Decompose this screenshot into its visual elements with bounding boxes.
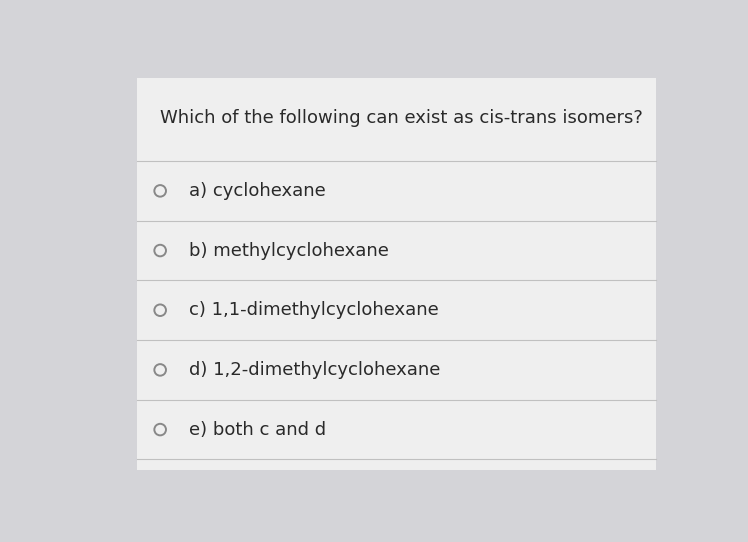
- Text: d) 1,2-dimethylcyclohexane: d) 1,2-dimethylcyclohexane: [189, 361, 441, 379]
- Text: b) methylcyclohexane: b) methylcyclohexane: [189, 242, 389, 260]
- Text: a) cyclohexane: a) cyclohexane: [189, 182, 326, 200]
- Text: Which of the following can exist as cis-trans isomers?: Which of the following can exist as cis-…: [160, 109, 643, 127]
- Text: c) 1,1-dimethylcyclohexane: c) 1,1-dimethylcyclohexane: [189, 301, 439, 319]
- Text: e) both c and d: e) both c and d: [189, 421, 326, 438]
- FancyBboxPatch shape: [137, 78, 656, 470]
